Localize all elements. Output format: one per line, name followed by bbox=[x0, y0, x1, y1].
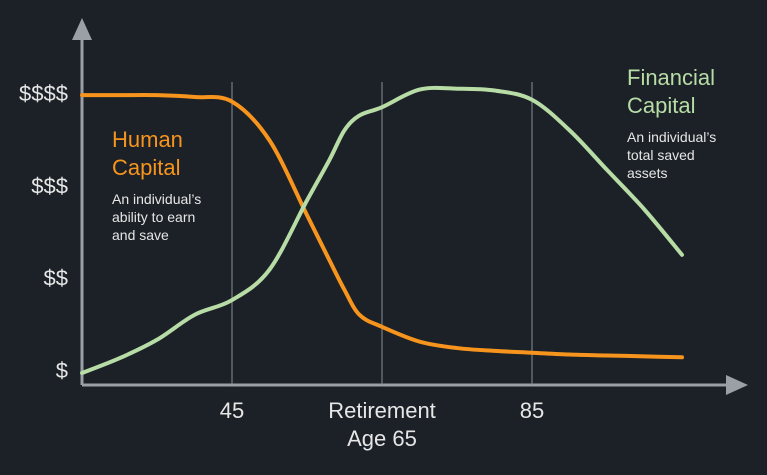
x-tick-label: Retirement Age 65 bbox=[328, 398, 436, 451]
y-tick-label: $$$$ bbox=[19, 81, 68, 106]
x-tick-label: 85 bbox=[519, 398, 545, 423]
annotation-title: Financial Capital bbox=[627, 65, 716, 118]
x-axis-arrow bbox=[726, 375, 748, 395]
y-tick-label: $$$ bbox=[31, 173, 68, 198]
y-tick-label: $$ bbox=[44, 266, 68, 291]
annotation-text: An individual’s total saved assets bbox=[627, 129, 717, 181]
y-tick-label: $ bbox=[56, 358, 68, 383]
series-line bbox=[80, 93, 684, 360]
y-axis-arrow bbox=[72, 18, 92, 40]
x-tick-label: 45 bbox=[219, 398, 245, 423]
series-line bbox=[80, 85, 684, 375]
annotation-title: Human Capital bbox=[112, 127, 183, 180]
annotation-text: An individual’s ability to earn and save bbox=[112, 191, 202, 243]
